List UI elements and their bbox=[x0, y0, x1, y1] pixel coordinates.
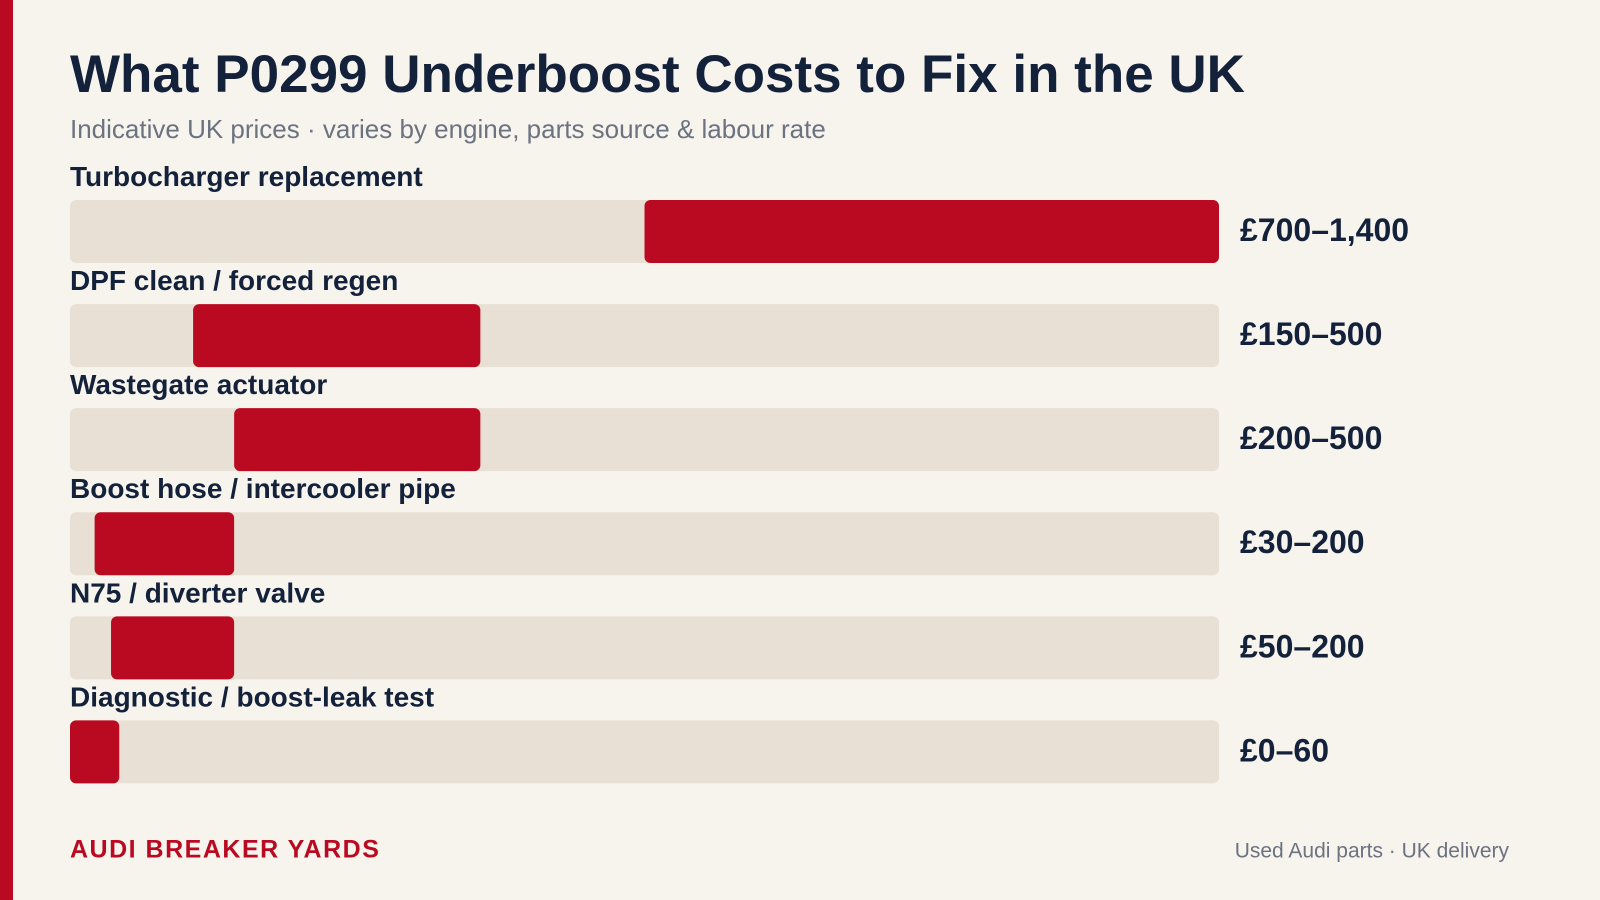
chart-subtitle: Indicative UK prices · varies by engine,… bbox=[70, 114, 826, 144]
category-label: Turbocharger replacement bbox=[70, 161, 423, 192]
bar bbox=[644, 200, 1219, 263]
value-label: £200–500 bbox=[1240, 420, 1382, 456]
value-label: £50–200 bbox=[1240, 628, 1365, 664]
category-label: Wastegate actuator bbox=[70, 369, 327, 400]
bar bbox=[94, 512, 235, 576]
bar-track bbox=[70, 720, 1219, 784]
value-label: £150–500 bbox=[1240, 316, 1382, 352]
bar bbox=[234, 408, 481, 472]
bar bbox=[111, 616, 235, 680]
brand: AUDI BREAKER YARDS bbox=[70, 836, 380, 864]
value-label: £700–1,400 bbox=[1240, 212, 1409, 248]
chart-title: What P0299 Underboost Costs to Fix in th… bbox=[70, 45, 1245, 104]
category-label: DPF clean / forced regen bbox=[70, 265, 398, 296]
category-label: N75 / diverter valve bbox=[70, 577, 325, 608]
bar bbox=[70, 720, 120, 784]
bar-track bbox=[70, 512, 1219, 576]
category-label: Boost hose / intercooler pipe bbox=[70, 473, 456, 504]
bar-track bbox=[70, 616, 1219, 680]
value-label: £0–60 bbox=[1240, 732, 1329, 768]
value-label: £30–200 bbox=[1240, 524, 1365, 560]
tagline: Used Audi parts · UK delivery bbox=[1235, 840, 1510, 863]
bar bbox=[193, 304, 481, 368]
accent-stripe bbox=[0, 0, 13, 900]
category-label: Diagnostic / boost-leak test bbox=[70, 681, 434, 712]
